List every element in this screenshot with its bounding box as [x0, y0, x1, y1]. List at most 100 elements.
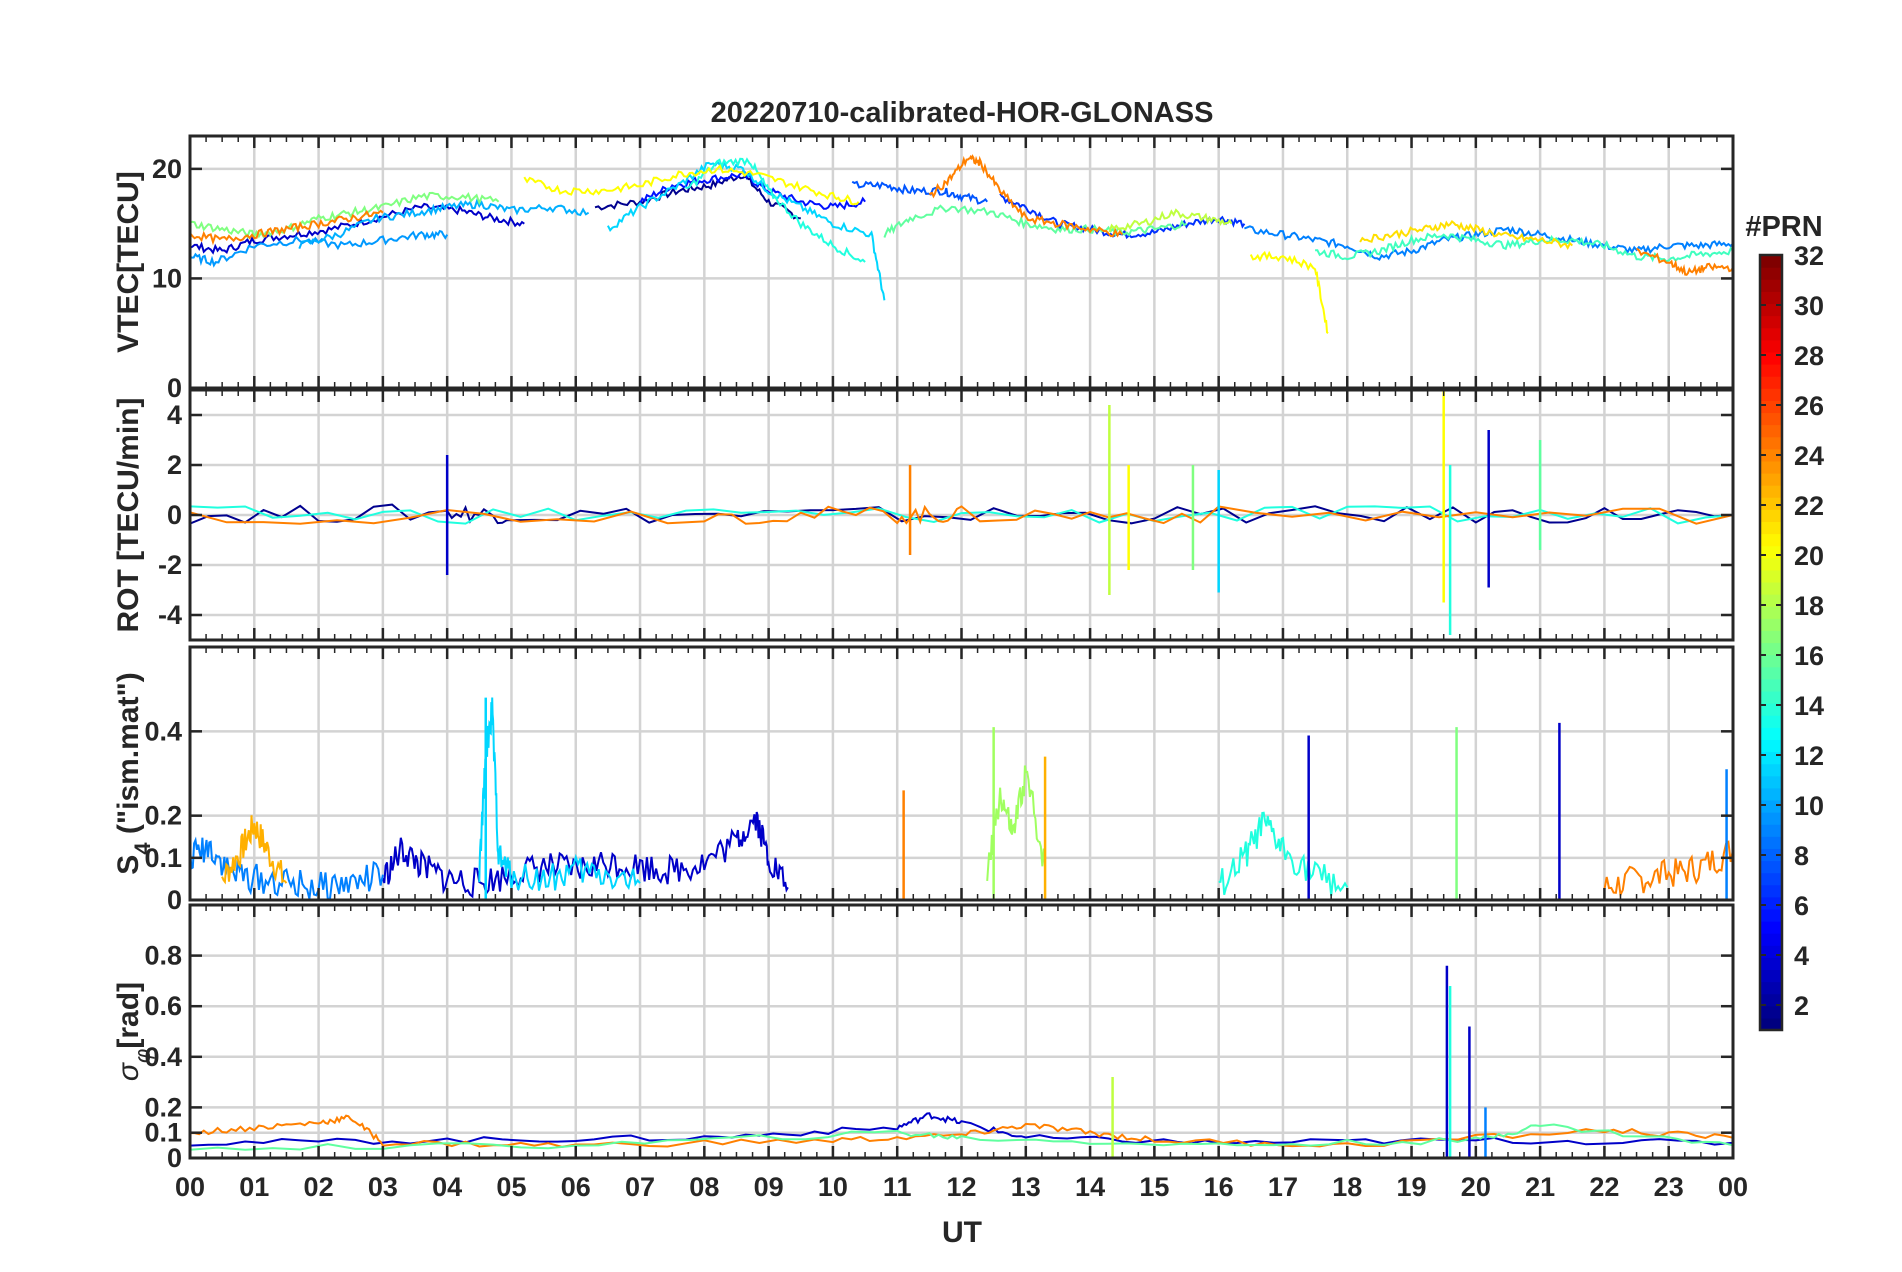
colorbar-segment	[1760, 363, 1782, 377]
series-prn-14	[190, 1123, 1733, 1151]
x-tick-label: 15	[1139, 1172, 1169, 1202]
colorbar-segment	[1760, 400, 1782, 414]
colorbar-tick-label: 28	[1794, 341, 1824, 371]
colorbar-segment	[1760, 303, 1782, 317]
colorbar-tick-label: 4	[1794, 941, 1809, 971]
series-prn-12	[684, 157, 866, 263]
colorbar-segment	[1760, 860, 1782, 874]
colorbar-segment	[1760, 812, 1782, 825]
series-prn-19	[1249, 250, 1329, 334]
x-tick-label: 00	[175, 1172, 205, 1202]
colorbar-segment	[1760, 908, 1782, 922]
y-tick-label: 0.8	[144, 941, 182, 971]
colorbar-segment	[1760, 727, 1782, 740]
colorbar-segment	[1760, 957, 1782, 971]
data-layer	[190, 697, 1733, 900]
colorbar-segment	[1760, 666, 1782, 680]
y-axis-label: σφ[rad]	[112, 982, 155, 1081]
colorbar-segment	[1760, 436, 1782, 450]
series-prn-13	[1315, 232, 1733, 263]
series-prn-10	[607, 160, 886, 301]
colorbar-segment	[1760, 533, 1782, 547]
series-prn-24	[190, 209, 384, 246]
colorbar-segment	[1760, 339, 1782, 353]
y-tick-label: 0.1	[144, 843, 182, 873]
colorbar-segment	[1760, 424, 1782, 438]
colorbar-tick-label: 16	[1794, 641, 1824, 671]
colorbar-segment	[1760, 751, 1782, 765]
y-tick-label: 0	[167, 500, 182, 530]
colorbar-segment	[1760, 703, 1782, 716]
series-prn-12	[1218, 811, 1349, 897]
x-tick-label: 21	[1525, 1172, 1555, 1202]
colorbar-segment	[1760, 291, 1782, 305]
panel-sigma_phi: 00.10.2 0.4 0.6 0.8 σφ[rad]	[112, 903, 1735, 1173]
colorbar-tick-label: 30	[1794, 291, 1824, 321]
colorbar-segment	[1760, 509, 1782, 523]
data-layer	[190, 965, 1733, 1158]
colorbar-segment	[1760, 993, 1782, 1007]
colorbar-segment	[1760, 581, 1782, 595]
x-tick-label: 12	[946, 1172, 976, 1202]
y-axis-label: ROT [TECU/min]	[112, 398, 145, 633]
colorbar-segment	[1760, 594, 1782, 607]
colorbar-tick-label: 10	[1794, 791, 1824, 821]
colorbar-segment	[1760, 630, 1782, 644]
x-tick-label: 02	[304, 1172, 334, 1202]
x-tick-label: 06	[561, 1172, 591, 1202]
colorbar-segment	[1760, 763, 1782, 777]
colorbar-segment	[1760, 460, 1782, 474]
colorbar-frame	[1758, 253, 1784, 1032]
x-tick-label: 11	[883, 1172, 912, 1202]
colorbar-segment	[1760, 376, 1782, 389]
x-tick-label: 10	[818, 1172, 848, 1202]
colorbar-segment	[1760, 497, 1782, 510]
x-tick-label: 01	[239, 1172, 269, 1202]
colorbar-tick-label: 18	[1794, 591, 1824, 621]
colorbar-segment	[1760, 351, 1782, 365]
data-layer	[190, 390, 1733, 635]
y-tick-label: 0.2	[144, 801, 182, 831]
colorbar-segment	[1760, 884, 1782, 898]
series-prn-15	[190, 191, 500, 240]
colorbar-tick-label: 24	[1794, 441, 1824, 471]
x-tick-label: 14	[1075, 1172, 1105, 1202]
chart-title: 20220710-calibrated-HOR-GLONASS	[711, 97, 1214, 129]
colorbar-segment	[1760, 872, 1782, 886]
colorbar-segment	[1760, 945, 1782, 958]
y-tick-label: 0.4	[144, 1042, 182, 1072]
colorbar-tick-label: 26	[1794, 391, 1824, 421]
colorbar-segment	[1760, 557, 1782, 571]
colorbar-segment	[1760, 569, 1782, 583]
series-prn-24	[928, 154, 1124, 238]
series-prn-7	[190, 229, 449, 268]
colorbar-segment	[1760, 388, 1782, 401]
panel-s4: 0 0.1 0.2 0.4S4 ("ism.mat")	[112, 645, 1735, 915]
series-prn-21	[1359, 220, 1574, 251]
x-tick-label: 00	[1718, 1172, 1748, 1202]
colorbar-segment	[1760, 799, 1782, 813]
colorbar-segment	[1760, 485, 1782, 498]
x-tick-label: 20	[1461, 1172, 1491, 1202]
colorbar-segment	[1760, 279, 1782, 292]
colorbar-tick-label: 14	[1794, 691, 1824, 721]
y-axis-label: VTEC[TECU]	[112, 171, 145, 353]
y-tick-label: 10	[152, 263, 182, 293]
y-tick-label: 2	[167, 450, 182, 480]
y-tick-label: 4	[167, 400, 182, 430]
x-tick-label: 19	[1397, 1172, 1427, 1202]
y-tick-label: 0.1	[144, 1118, 182, 1148]
colorbar-segment	[1760, 678, 1782, 692]
colorbar-segment	[1760, 545, 1782, 559]
x-tick-label: 18	[1332, 1172, 1362, 1202]
colorbar-segment	[1760, 618, 1782, 631]
x-tick-label: 22	[1589, 1172, 1619, 1202]
colorbar-segment	[1760, 824, 1782, 837]
panel-rot: -4 -2 0 2 4 ROT [TECU/min]	[112, 388, 1735, 642]
colorbar-segment	[1760, 327, 1782, 341]
series-prn-14	[883, 204, 1187, 238]
y-tick-label: 0	[167, 1143, 182, 1173]
colorbar-segment	[1760, 521, 1782, 535]
series-prn-6	[1244, 225, 1733, 261]
